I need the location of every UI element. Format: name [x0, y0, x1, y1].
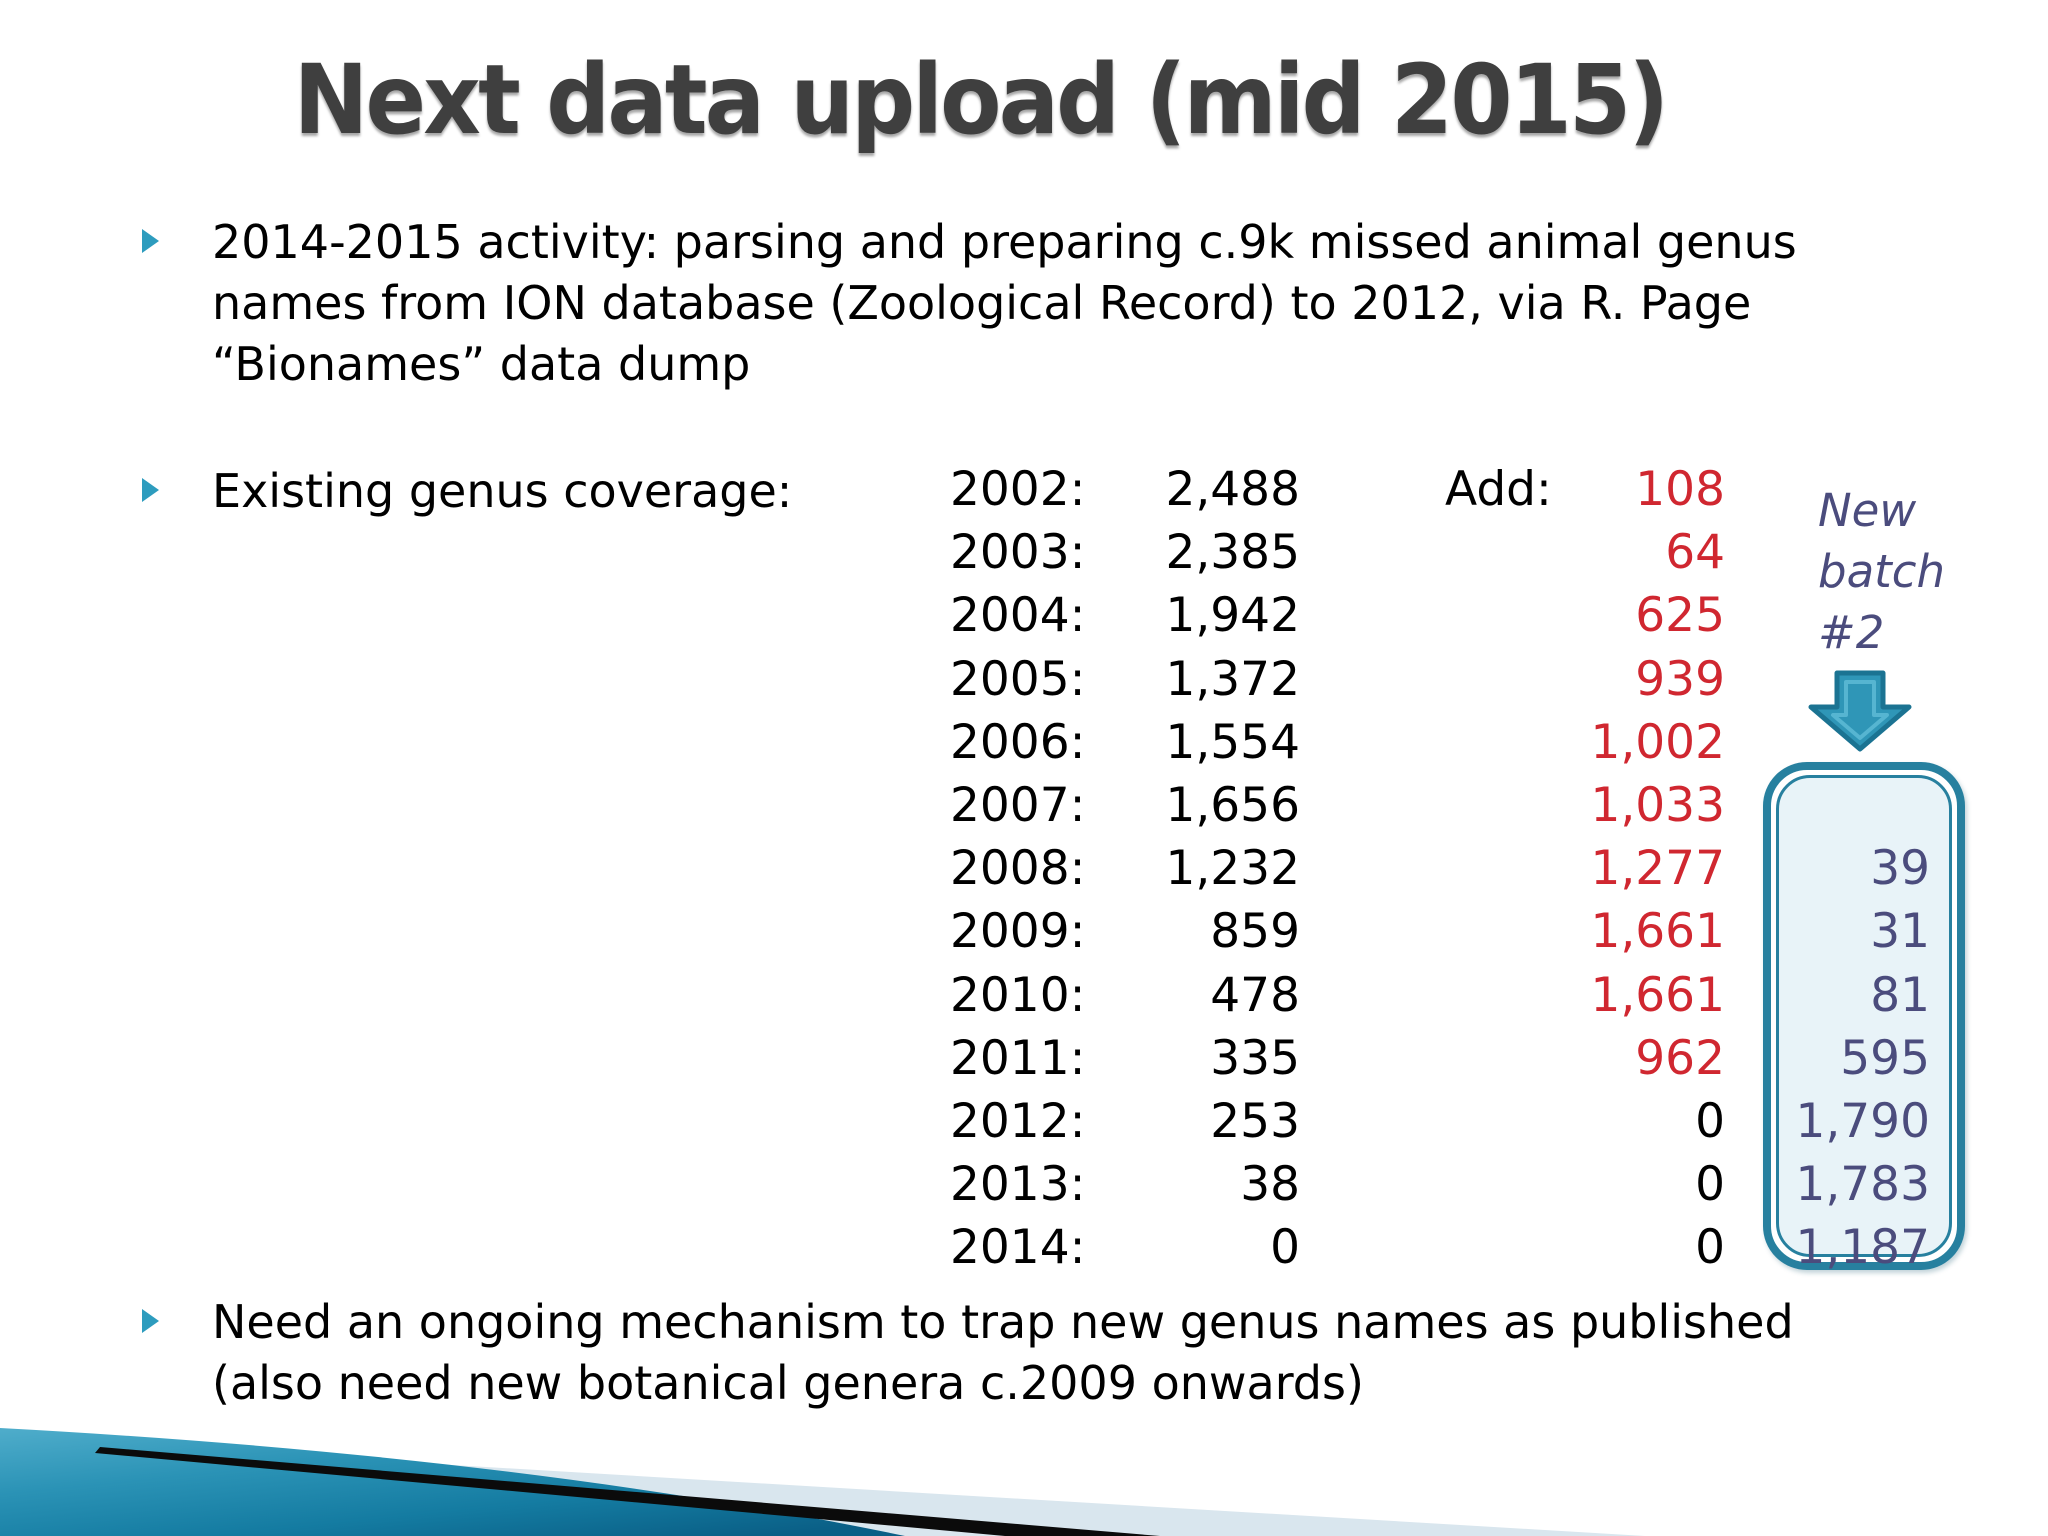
cell-existing: 2,488 — [1165, 462, 1300, 517]
cell-batch2: 81 — [1870, 967, 1930, 1023]
cell-add: 1,661 — [1590, 904, 1725, 960]
cell-existing: 335 — [1210, 1030, 1300, 1086]
down-arrow-icon — [1795, 670, 1925, 752]
table-row: 2004: 1,942 625 — [950, 584, 1930, 647]
cell-year: 2014: — [950, 1220, 1086, 1276]
cell-batch2: 595 — [1840, 1030, 1930, 1086]
table-row: 2003: 2,385 64 — [950, 521, 1930, 584]
coverage-table: 2002: 2,488 108 2003: 2,385 64 2004: 1,942 625 20… — [950, 458, 1930, 1279]
cell-batch2 — [1725, 458, 1930, 521]
table-row: 2005: 1,372 939 — [950, 648, 1930, 711]
cell-existing: 859 — [1210, 904, 1300, 960]
cell-batch2: 1,187 — [1795, 1220, 1930, 1276]
cell-add: 625 — [1635, 588, 1725, 644]
add-column-header: Add: — [1445, 462, 1552, 517]
new-batch-box-inner — [1776, 775, 1952, 1257]
table-row: 2006: 1,554 1,002 — [950, 711, 1930, 774]
cell-year: 2004: — [950, 588, 1086, 644]
cell-add: 1,033 — [1590, 777, 1725, 833]
cell-year: 2012: — [950, 1093, 1086, 1149]
table-row: 2009: 859 1,661 31 — [950, 900, 1930, 963]
cell-batch2: 31 — [1870, 904, 1930, 960]
bullet-coverage-label: Existing genus coverage: — [212, 464, 793, 518]
cell-add: 1,002 — [1590, 714, 1725, 770]
cell-existing: 1,372 — [1165, 651, 1300, 707]
bullet-mechanism: Need an ongoing mechanism to trap new ge… — [142, 1292, 2022, 1414]
footer-decoration — [0, 1428, 1645, 1536]
cell-existing: 478 — [1210, 967, 1300, 1023]
slide-title: Next data upload (mid 2015) — [293, 44, 1670, 156]
cell-existing: 2,385 — [1165, 525, 1300, 581]
cell-existing: 0 — [1270, 1220, 1300, 1276]
cell-batch2 — [1725, 774, 1930, 837]
cell-add: 1,277 — [1590, 841, 1725, 897]
cell-year: 2009: — [950, 904, 1086, 960]
cell-batch2: 1,790 — [1795, 1093, 1930, 1149]
cell-add: 0 — [1695, 1157, 1725, 1213]
table-row: 2012: 253 0 1,790 — [950, 1090, 1930, 1153]
table-row: 2007: 1,656 1,033 — [950, 774, 1930, 837]
bullet-arrow-icon — [142, 229, 159, 253]
cell-year: 2003: — [950, 525, 1086, 581]
cell-existing: 1,656 — [1165, 777, 1300, 833]
cell-add: 1,661 — [1590, 967, 1725, 1023]
cell-existing: 253 — [1210, 1093, 1300, 1149]
cell-batch2 — [1725, 711, 1930, 774]
new-batch-label: New batch #2 — [1818, 484, 1946, 659]
bullet-mechanism-text: Need an ongoing mechanism to trap new ge… — [212, 1295, 1794, 1410]
cell-year: 2007: — [950, 777, 1086, 833]
cell-existing: 1,942 — [1165, 588, 1300, 644]
table-row: 2014: 0 0 1,187 — [950, 1216, 1930, 1279]
cell-add: 962 — [1635, 1030, 1725, 1086]
table-row: 2002: 2,488 108 — [950, 458, 1930, 521]
cell-add: 0 — [1695, 1093, 1725, 1149]
table-row: 2010: 478 1,661 81 — [950, 964, 1930, 1027]
cell-existing: 38 — [1240, 1157, 1300, 1213]
cell-add: 939 — [1635, 651, 1725, 707]
new-batch-box — [1763, 762, 1965, 1270]
cell-year: 2011: — [950, 1030, 1086, 1086]
cell-year: 2006: — [950, 714, 1086, 770]
table-row: 2011: 335 962 595 — [950, 1027, 1930, 1090]
table-row: 2008: 1,232 1,277 39 — [950, 837, 1930, 900]
cell-year: 2002: — [950, 462, 1086, 517]
cell-year: 2013: — [950, 1157, 1086, 1213]
cell-year: 2008: — [950, 841, 1086, 897]
cell-year: 2010: — [950, 967, 1086, 1023]
cell-batch2: 39 — [1870, 841, 1930, 897]
cell-add: 64 — [1665, 525, 1725, 581]
table-row: 2013: 38 0 1,783 — [950, 1153, 1930, 1216]
cell-existing: 1,232 — [1165, 841, 1300, 897]
bullet-coverage: Existing genus coverage: — [142, 461, 1042, 522]
cell-add: 0 — [1695, 1220, 1725, 1276]
cell-batch2: 1,783 — [1795, 1157, 1930, 1213]
cell-year: 2005: — [950, 651, 1086, 707]
bullet-arrow-icon — [142, 1309, 159, 1333]
bullet-arrow-icon — [142, 478, 159, 502]
cell-add: 108 — [1635, 462, 1725, 517]
cell-batch2 — [1725, 584, 1930, 647]
cell-existing: 1,554 — [1165, 714, 1300, 770]
bullet-activity: 2014-2015 activity: parsing and preparin… — [142, 212, 1992, 395]
cell-batch2 — [1725, 648, 1930, 711]
bullet-activity-text: 2014-2015 activity: parsing and preparin… — [212, 215, 1797, 391]
cell-batch2 — [1725, 521, 1930, 584]
